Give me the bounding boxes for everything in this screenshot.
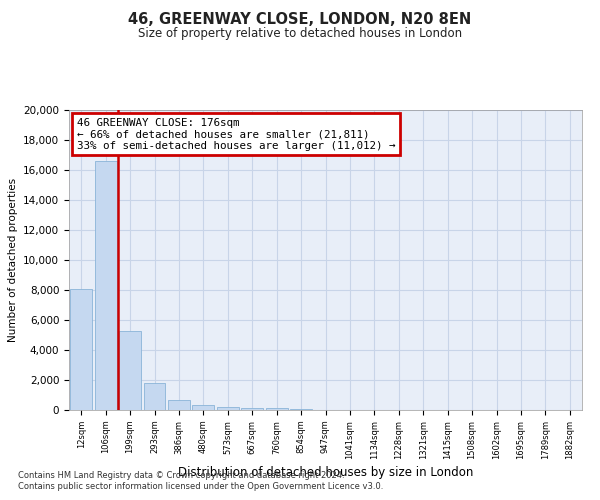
Text: 46 GREENWAY CLOSE: 176sqm
← 66% of detached houses are smaller (21,811)
33% of s: 46 GREENWAY CLOSE: 176sqm ← 66% of detac… [77, 118, 395, 150]
Y-axis label: Number of detached properties: Number of detached properties [8, 178, 17, 342]
Text: Size of property relative to detached houses in London: Size of property relative to detached ho… [138, 28, 462, 40]
Bar [143, 383, 166, 410]
Bar [290, 409, 312, 410]
Bar [266, 408, 287, 410]
Bar [193, 405, 214, 410]
Bar [241, 408, 263, 410]
Bar [95, 161, 116, 410]
Bar [168, 400, 190, 410]
Text: 46, GREENWAY CLOSE, LONDON, N20 8EN: 46, GREENWAY CLOSE, LONDON, N20 8EN [128, 12, 472, 28]
X-axis label: Distribution of detached houses by size in London: Distribution of detached houses by size … [178, 466, 473, 479]
Text: Contains public sector information licensed under the Open Government Licence v3: Contains public sector information licen… [18, 482, 383, 491]
Bar [70, 288, 92, 410]
Bar [217, 407, 239, 410]
Bar [119, 330, 141, 410]
Text: Contains HM Land Registry data © Crown copyright and database right 2024.: Contains HM Land Registry data © Crown c… [18, 470, 344, 480]
